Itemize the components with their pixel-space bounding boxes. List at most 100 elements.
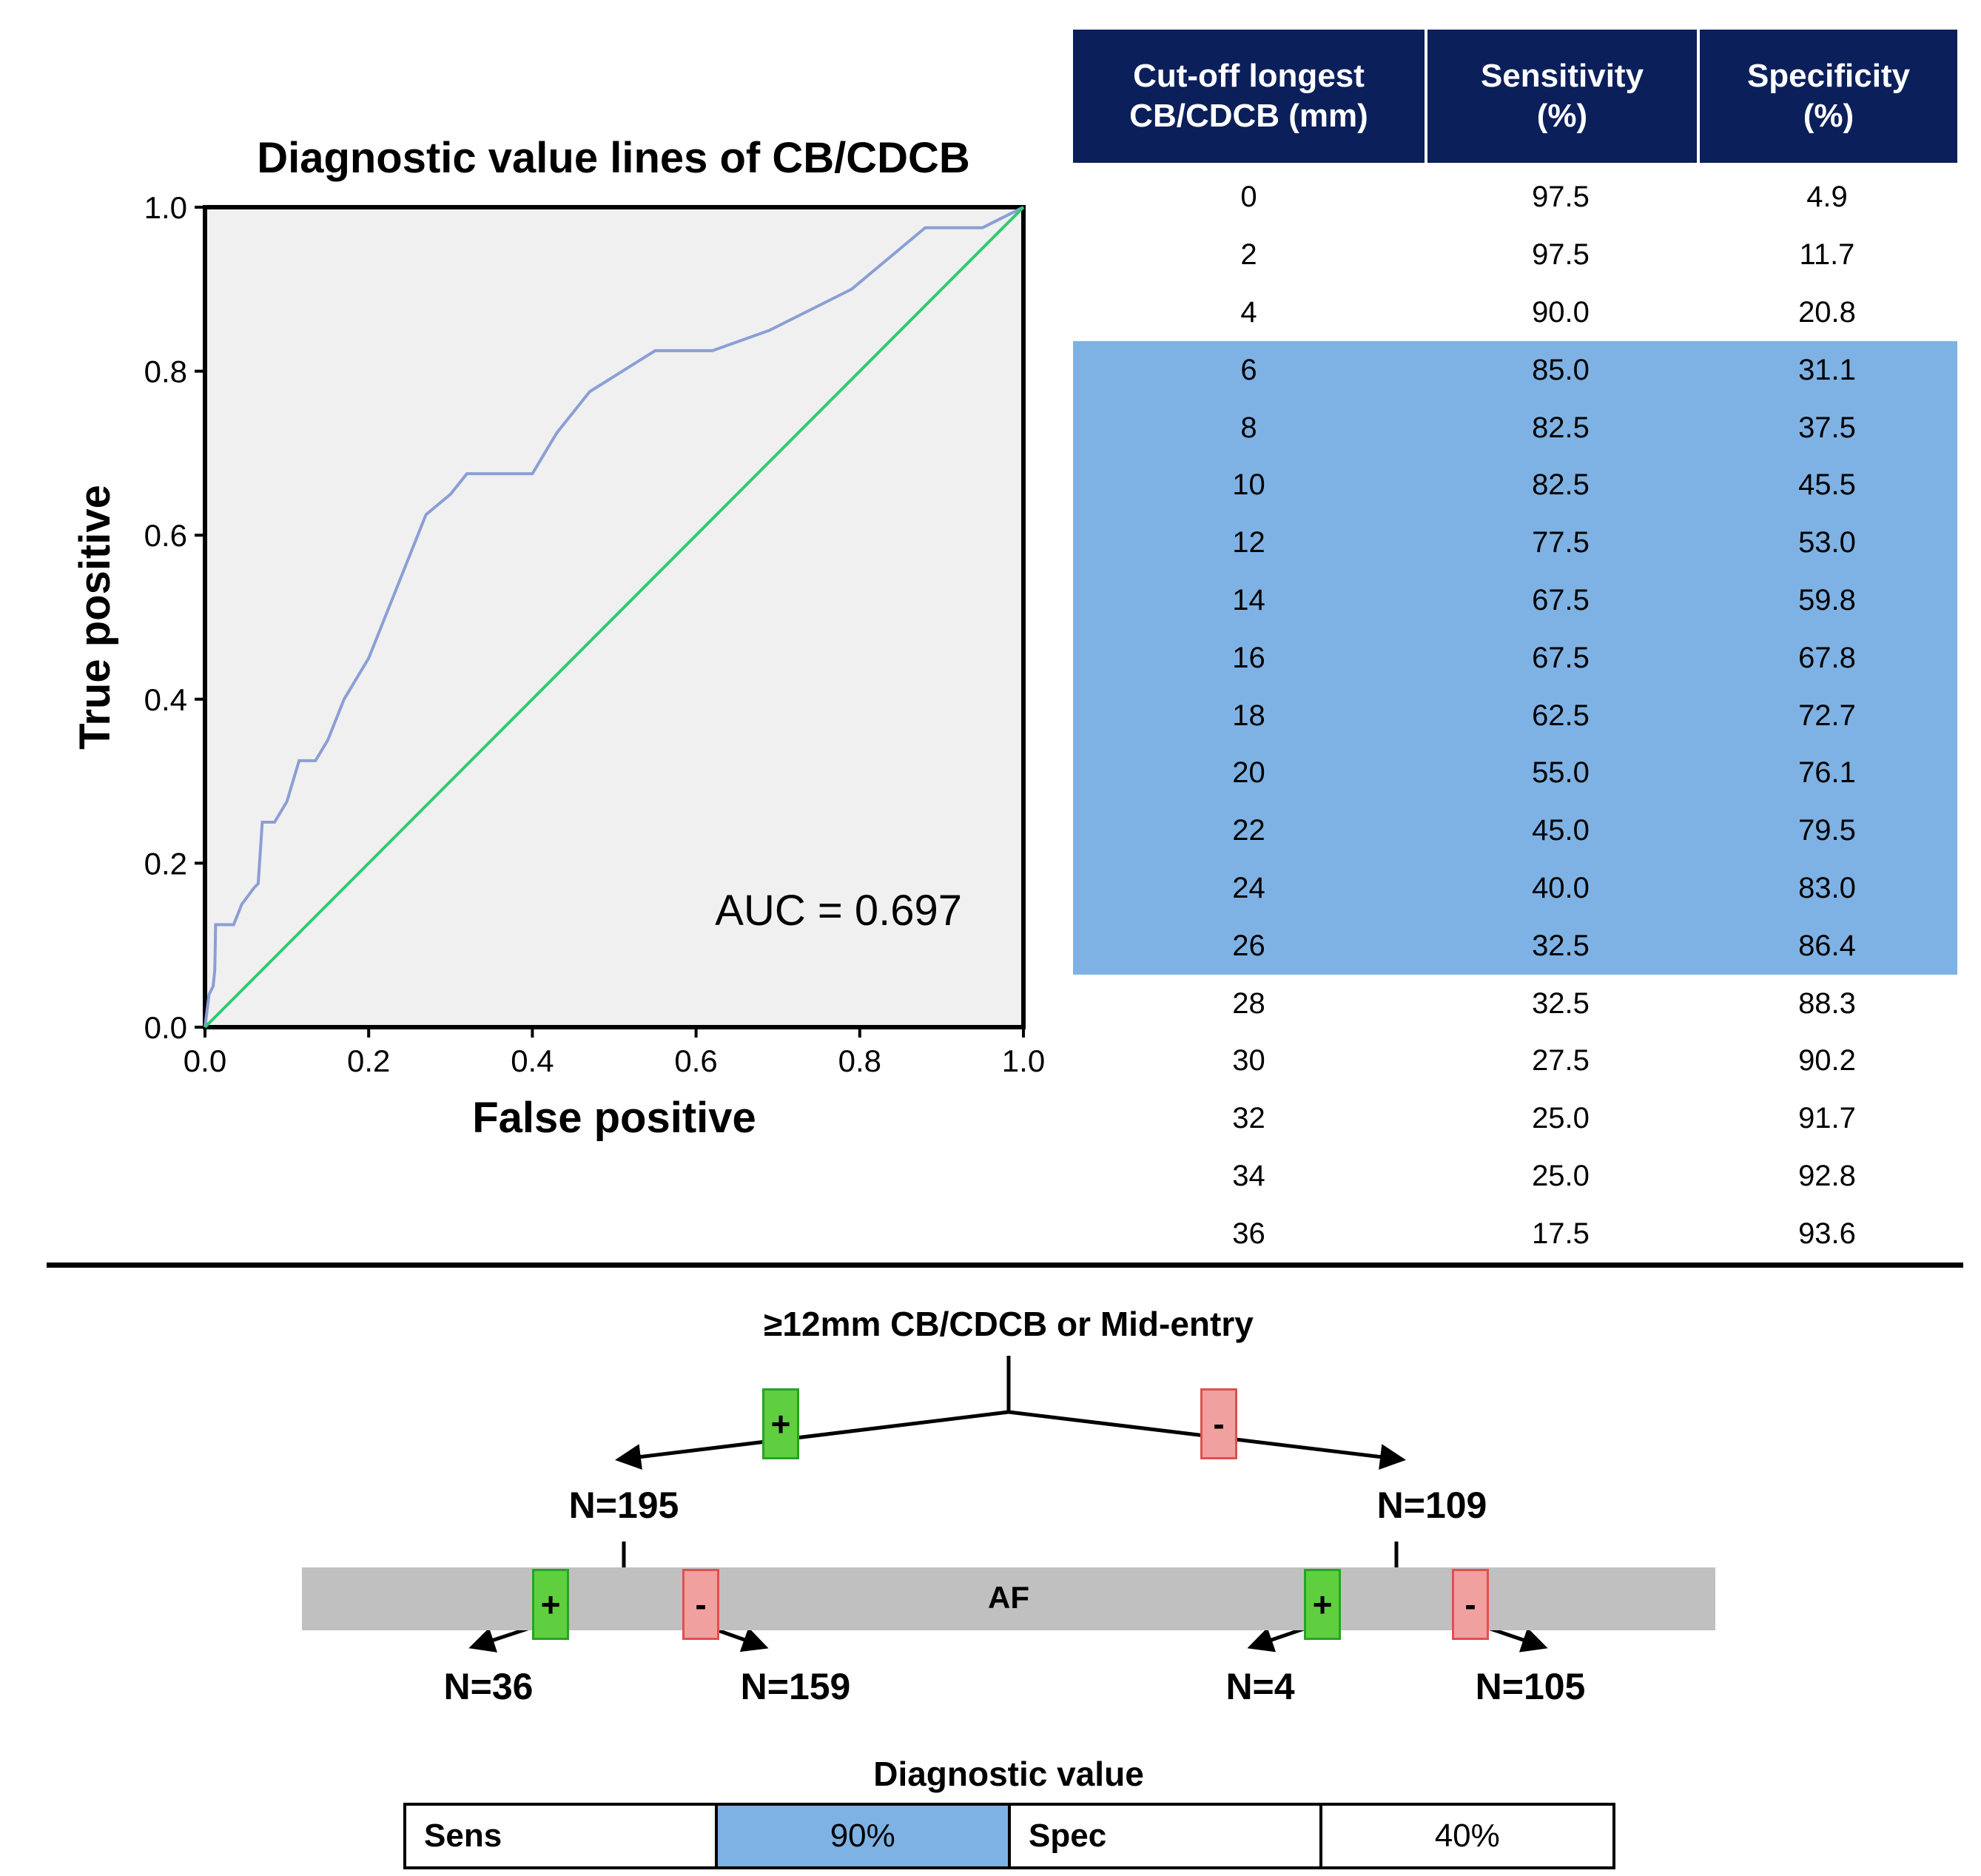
cell-specificity: 72.7 xyxy=(1798,699,1856,732)
reference-diagonal xyxy=(204,206,1025,1029)
right-total-label: N=109 xyxy=(1376,1485,1487,1526)
table-row: 34 25.0 92.8 xyxy=(1073,1148,1957,1206)
right-minus-sign: - xyxy=(1452,1569,1489,1640)
cell-specificity: 92.8 xyxy=(1798,1159,1856,1192)
cell-cutoff: 12 xyxy=(1232,526,1265,559)
root-plus-sign: + xyxy=(762,1388,799,1459)
table-row: 10 82.5 45.5 xyxy=(1073,456,1957,514)
y-tick-label: 0.2 xyxy=(144,846,187,881)
cell-specificity: 79.5 xyxy=(1798,814,1856,847)
cell-sensitivity: 97.5 xyxy=(1532,238,1590,272)
cell-sensitivity: 45.0 xyxy=(1532,814,1590,847)
roc-lines xyxy=(204,206,1025,1029)
cell-cutoff: 24 xyxy=(1232,871,1265,904)
cell-sensitivity: 27.5 xyxy=(1532,1044,1590,1077)
cell-sensitivity: 82.5 xyxy=(1532,468,1590,502)
cell-specificity: 20.8 xyxy=(1798,295,1856,329)
cell-cutoff: 30 xyxy=(1232,1044,1265,1077)
y-tick-label: 0.6 xyxy=(144,518,187,553)
cell-specificity: 11.7 xyxy=(1799,238,1855,272)
section-divider xyxy=(47,1263,1963,1268)
right-neg-count: N=105 xyxy=(1475,1666,1586,1707)
x-tick-label: 0.4 xyxy=(511,1043,554,1078)
x-tick-label: 0.6 xyxy=(674,1043,717,1078)
cell-cutoff: 22 xyxy=(1232,814,1265,847)
right-pos-count: N=4 xyxy=(1225,1666,1295,1707)
table-row: 22 45.0 79.5 xyxy=(1073,801,1957,860)
header-sensitivity: Sensitivity (%) xyxy=(1425,30,1697,163)
header-specificity: Specificity (%) xyxy=(1697,30,1957,163)
cell-cutoff: 10 xyxy=(1232,468,1265,502)
table-row: 26 32.5 86.4 xyxy=(1073,917,1957,975)
cell-cutoff: 20 xyxy=(1232,756,1265,790)
root-minus-sign: - xyxy=(1200,1388,1237,1459)
cell-cutoff: 36 xyxy=(1232,1217,1265,1250)
cell-cutoff: 26 xyxy=(1232,929,1265,962)
axis-ticks: 0.0 0.2 0.4 0.6 0.8 1.0 0.0 0.2 0.4 0.6 0.8 1.0 xyxy=(144,190,1046,1078)
cell-specificity: 86.4 xyxy=(1798,929,1856,962)
table-row: 6 85.0 31.1 xyxy=(1073,341,1957,400)
table-row: 0 97.5 4.9 xyxy=(1073,169,1957,226)
cell-sensitivity: 85.0 xyxy=(1532,353,1590,386)
af-label: AF xyxy=(988,1580,1029,1615)
x-tick-label: 0.2 xyxy=(347,1043,390,1078)
table-row: 20 55.0 76.1 xyxy=(1073,744,1957,802)
cell-cutoff: 16 xyxy=(1232,641,1265,674)
table-header: Cut-off longest CB/CDCB (mm) Sensitivity… xyxy=(1073,30,1957,163)
left-total-label: N=195 xyxy=(568,1485,679,1526)
cell-specificity: 93.6 xyxy=(1798,1217,1856,1250)
cutoff-table: Cut-off longest CB/CDCB (mm) Sensitivity… xyxy=(1073,30,1957,1263)
cell-sensitivity: 25.0 xyxy=(1532,1159,1590,1192)
cell-cutoff: 14 xyxy=(1232,583,1265,616)
table-row: 30 27.5 90.2 xyxy=(1073,1032,1957,1090)
y-tick-label: 0.8 xyxy=(144,354,187,389)
x-tick-label: 0.0 xyxy=(184,1043,226,1078)
x-axis-label: False positive xyxy=(472,1094,756,1142)
cell-specificity: 31.1 xyxy=(1798,353,1856,386)
table-row: 32 25.0 91.7 xyxy=(1073,1090,1957,1148)
cell-cutoff: 2 xyxy=(1240,238,1257,272)
cell-sensitivity: 40.0 xyxy=(1532,871,1590,904)
cell-sensitivity: 77.5 xyxy=(1532,526,1590,559)
y-tick-label: 0.4 xyxy=(144,682,187,717)
diagnostic-value-title: Diagnostic value xyxy=(873,1755,1144,1793)
auc-annotation: AUC = 0.697 xyxy=(715,887,962,935)
table-row: 12 77.5 53.0 xyxy=(1073,514,1957,572)
cell-sensitivity: 25.0 xyxy=(1532,1102,1590,1135)
cell-cutoff: 28 xyxy=(1232,986,1265,1020)
spec-label: Spec xyxy=(1008,1806,1319,1866)
cell-sensitivity: 17.5 xyxy=(1532,1217,1590,1250)
cell-specificity: 83.0 xyxy=(1798,871,1856,904)
left-minus-sign: - xyxy=(682,1569,719,1640)
cell-sensitivity: 67.5 xyxy=(1532,583,1590,616)
cell-sensitivity: 32.5 xyxy=(1532,986,1590,1020)
cell-sensitivity: 32.5 xyxy=(1532,929,1590,962)
x-tick-label: 1.0 xyxy=(1002,1043,1045,1078)
table-body: 0 97.5 4.9 2 97.5 11.7 4 90.0 20.8 6 85.0 31.1 8 82.5… xyxy=(1073,169,1957,1263)
cell-cutoff: 32 xyxy=(1232,1102,1265,1135)
table-row: 24 40.0 83.0 xyxy=(1073,859,1957,918)
table-row: 18 62.5 72.7 xyxy=(1073,687,1957,744)
cell-sensitivity: 82.5 xyxy=(1532,411,1590,444)
cell-cutoff: 18 xyxy=(1232,699,1265,732)
left-neg-count: N=159 xyxy=(740,1666,851,1707)
cell-cutoff: 0 xyxy=(1240,181,1257,214)
cell-sensitivity: 62.5 xyxy=(1532,699,1590,732)
cell-sensitivity: 55.0 xyxy=(1532,756,1590,790)
header-cutoff: Cut-off longest CB/CDCB (mm) xyxy=(1073,30,1425,163)
table-row: 28 32.5 88.3 xyxy=(1073,975,1957,1032)
y-axis-label: True positive xyxy=(71,485,119,750)
cell-sensitivity: 90.0 xyxy=(1532,295,1590,329)
tree-title: ≥12mm CB/CDCB or Mid-entry xyxy=(764,1305,1254,1343)
cell-specificity: 53.0 xyxy=(1798,526,1856,559)
cell-specificity: 91.7 xyxy=(1798,1102,1856,1135)
cell-cutoff: 8 xyxy=(1240,411,1257,444)
table-row: 8 82.5 37.5 xyxy=(1073,399,1957,457)
cell-sensitivity: 97.5 xyxy=(1532,181,1590,214)
cell-cutoff: 6 xyxy=(1240,353,1257,386)
spec-value: 40% xyxy=(1319,1806,1613,1866)
y-tick-label: 1.0 xyxy=(144,190,187,225)
chart-title: Diagnostic value lines of CB/CDCB xyxy=(257,134,970,182)
table-row: 36 17.5 93.6 xyxy=(1073,1205,1957,1263)
cell-cutoff: 4 xyxy=(1240,295,1257,329)
